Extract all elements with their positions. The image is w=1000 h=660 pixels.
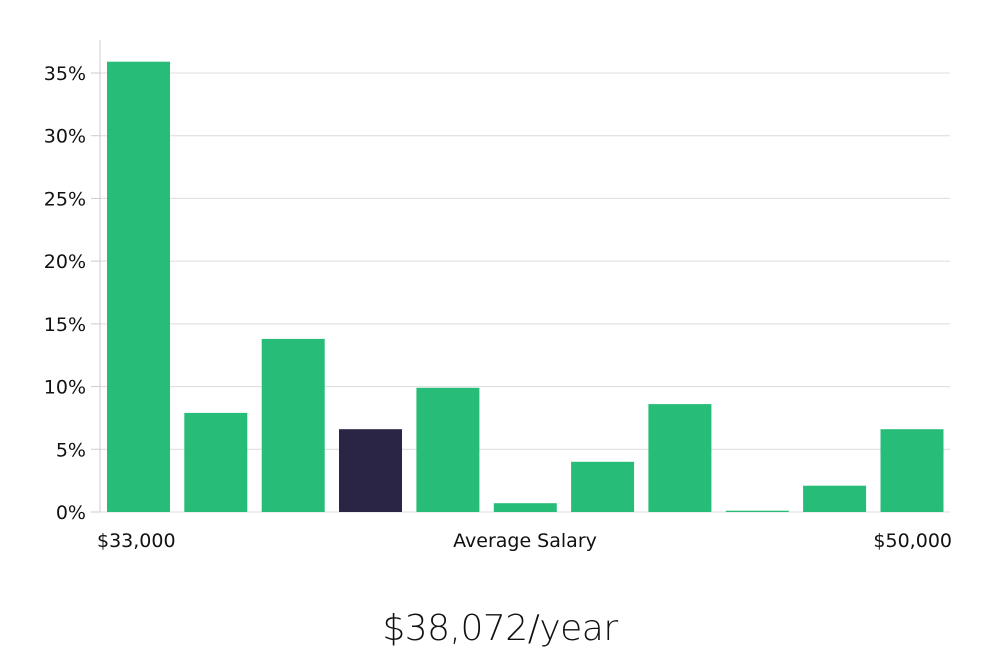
average-salary-value: $38,072/year [382, 608, 618, 649]
bars [107, 61, 944, 512]
bar [493, 503, 557, 512]
y-tick-label: 30% [44, 126, 86, 148]
y-tick-label: 10% [44, 377, 86, 399]
y-tick-label: 25% [44, 188, 86, 210]
bar [571, 461, 635, 512]
bar [107, 61, 170, 512]
y-tick-label: 5% [56, 439, 86, 461]
bar [184, 412, 248, 512]
bar [880, 429, 944, 512]
gridlines [100, 72, 950, 513]
y-tick-label: 20% [44, 251, 86, 273]
x-axis-min-label: $33,000 [97, 530, 176, 552]
y-axis-ticks: 0% 5% 10% 15% 20% 25% 30% 35% [44, 63, 100, 524]
bar [261, 338, 325, 512]
x-axis-title: Average Salary [453, 530, 597, 552]
bar [803, 485, 867, 512]
bar [725, 510, 789, 512]
y-tick-label: 0% [56, 502, 86, 524]
y-tick-label: 15% [44, 314, 86, 336]
bar [648, 404, 712, 512]
y-tick-label: 35% [44, 63, 86, 85]
x-axis-max-label: $50,000 [873, 530, 952, 552]
bar [416, 387, 480, 512]
bar-highlighted [339, 429, 402, 512]
